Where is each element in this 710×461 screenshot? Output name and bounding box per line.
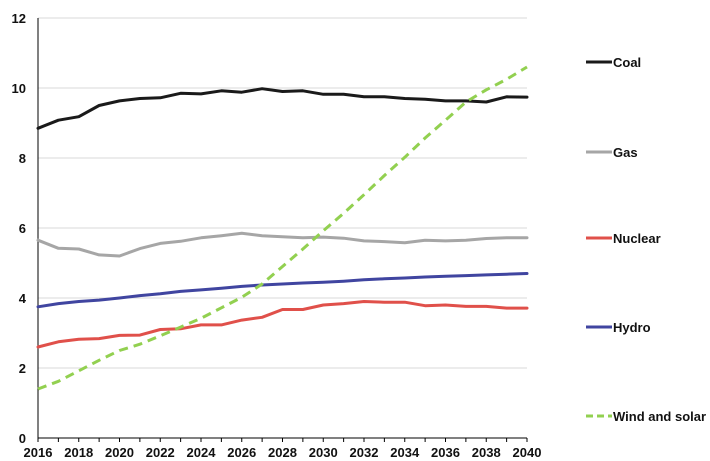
x-tick-label: 2028: [268, 445, 297, 460]
legend-label: Hydro: [613, 320, 651, 335]
y-tick-label: 10: [12, 81, 26, 96]
x-axis-tick-labels: 2016 2018 2020 2022 2024 2026 2028 2030 2032 2034…: [24, 445, 542, 460]
x-tick-label: 2040: [513, 445, 542, 460]
y-tick-label: 0: [19, 431, 26, 446]
series-line-hydro: [36, 272, 529, 309]
legend-label: Nuclear: [613, 231, 661, 246]
x-tick-label: 2018: [64, 445, 93, 460]
legend-label: Wind and solar: [613, 409, 706, 424]
series-line-coal: [36, 87, 529, 130]
series-line-nuclear: [36, 300, 529, 349]
series-line-wind-and-solar: [37, 65, 528, 391]
x-tick-label: 2038: [472, 445, 501, 460]
y-axis-tick-labels: 0 2 4 6 8 10 12: [12, 11, 27, 446]
y-tick-label: 2: [19, 361, 26, 376]
legend-item-coal: Coal: [586, 55, 641, 70]
gridlines: [38, 17, 527, 369]
series-line-gas: [36, 231, 529, 258]
series-lines: [36, 65, 529, 391]
legend-label: Gas: [613, 145, 638, 160]
x-tick-label: 2022: [146, 445, 175, 460]
legend: Coal Gas Nuclear Hydro Wind and solar: [586, 55, 706, 424]
legend-item-hydro: Hydro: [586, 320, 651, 335]
legend-item-gas: Gas: [586, 145, 638, 160]
y-tick-label: 8: [19, 151, 26, 166]
legend-label: Coal: [613, 55, 641, 70]
x-tick-label: 2024: [187, 445, 217, 460]
legend-item-nuclear: Nuclear: [586, 231, 661, 246]
x-tick-label: 2036: [431, 445, 460, 460]
x-tick-label: 2034: [390, 445, 420, 460]
y-tick-label: 4: [19, 291, 27, 306]
axes: [37, 18, 528, 442]
x-tick-label: 2016: [24, 445, 53, 460]
y-tick-label: 12: [12, 11, 26, 26]
legend-item-wind-and-solar: Wind and solar: [586, 409, 706, 424]
x-tick-label: 2020: [105, 445, 134, 460]
y-tick-label: 6: [19, 221, 26, 236]
x-tick-label: 2030: [309, 445, 338, 460]
x-tick-label: 2026: [227, 445, 256, 460]
x-tick-label: 2032: [350, 445, 379, 460]
